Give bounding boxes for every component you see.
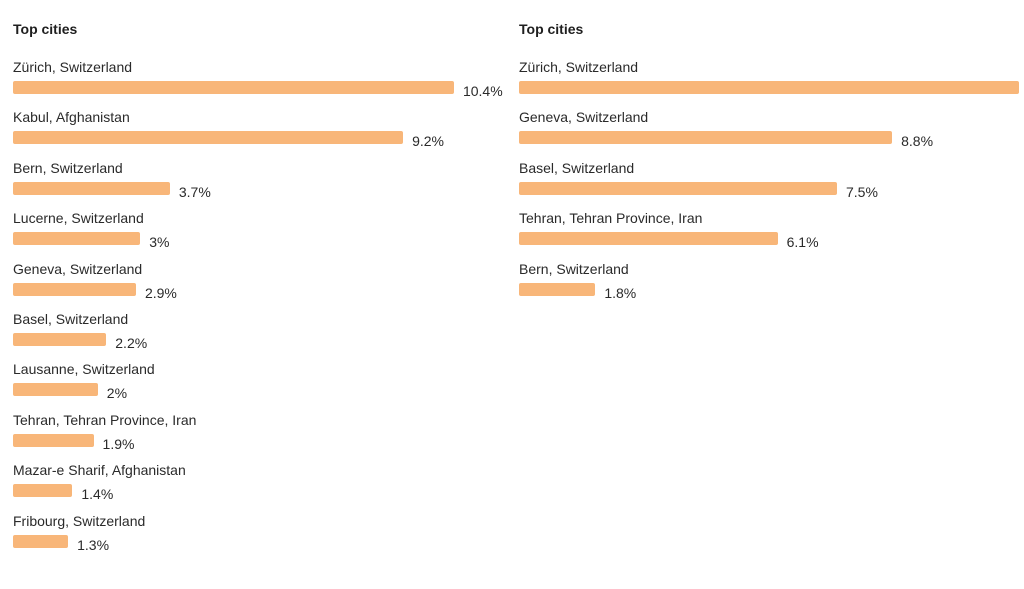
city-percentage: 7.5% xyxy=(846,183,878,200)
city-name: Tehran, Tehran Province, Iran xyxy=(13,411,197,428)
city-name: Zürich, Switzerland xyxy=(519,59,639,75)
city-bar xyxy=(13,81,454,94)
city-bar xyxy=(13,534,69,548)
city-bar xyxy=(519,181,837,195)
city-bar xyxy=(519,81,1020,94)
city-name: Tehran, Tehran Province, Iran xyxy=(519,210,703,227)
city-name: Fribourg, Switzerland xyxy=(13,512,146,529)
city-name: Lausanne, Switzerland xyxy=(13,361,155,378)
city-name: Basel, Switzerland xyxy=(519,159,635,176)
city-bar xyxy=(13,333,107,346)
city-percentage: 1.3% xyxy=(77,536,110,553)
city-percentage: 2% xyxy=(106,385,128,402)
city-percentage: 1.4% xyxy=(81,486,114,503)
city-percentage: 9.2% xyxy=(412,133,444,150)
city-bar xyxy=(13,131,404,145)
city-name: Geneva, Switzerland xyxy=(13,260,143,277)
city-name: Geneva, Switzerland xyxy=(519,109,649,126)
city-bar xyxy=(13,484,73,498)
city-bar xyxy=(13,181,170,195)
city-percentage: 10.4% xyxy=(462,83,503,99)
city-bar xyxy=(519,232,778,246)
city-bar xyxy=(13,383,98,397)
city-percentage: 2.2% xyxy=(115,335,148,351)
city-percentage: 8.8% xyxy=(901,133,934,150)
city-percentage: 1.9% xyxy=(102,435,135,452)
city-bar xyxy=(519,131,893,145)
city-name: Mazar-e Sharif, Afghanistan xyxy=(13,462,186,479)
city-bar xyxy=(13,282,136,296)
city-bar xyxy=(13,232,141,246)
city-name: Zürich, Switzerland xyxy=(13,59,133,75)
panel-title: Top cities xyxy=(13,21,78,37)
city-percentage: 3.7% xyxy=(178,183,211,200)
panel-title: Top cities xyxy=(519,21,584,37)
city-name: Bern, Switzerland xyxy=(13,159,123,176)
city-name: Basel, Switzerland xyxy=(13,311,129,327)
city-bar xyxy=(519,282,596,296)
city-percentage: 6.1% xyxy=(786,234,819,251)
city-percentage: 2.9% xyxy=(144,284,177,301)
city-percentage: 3% xyxy=(149,234,170,251)
city-bar xyxy=(13,433,94,447)
city-name: Bern, Switzerland xyxy=(519,260,629,277)
city-percentage: 1.8% xyxy=(604,284,637,301)
city-name: Kabul, Afghanistan xyxy=(13,109,130,126)
city-name: Lucerne, Switzerland xyxy=(13,210,144,227)
